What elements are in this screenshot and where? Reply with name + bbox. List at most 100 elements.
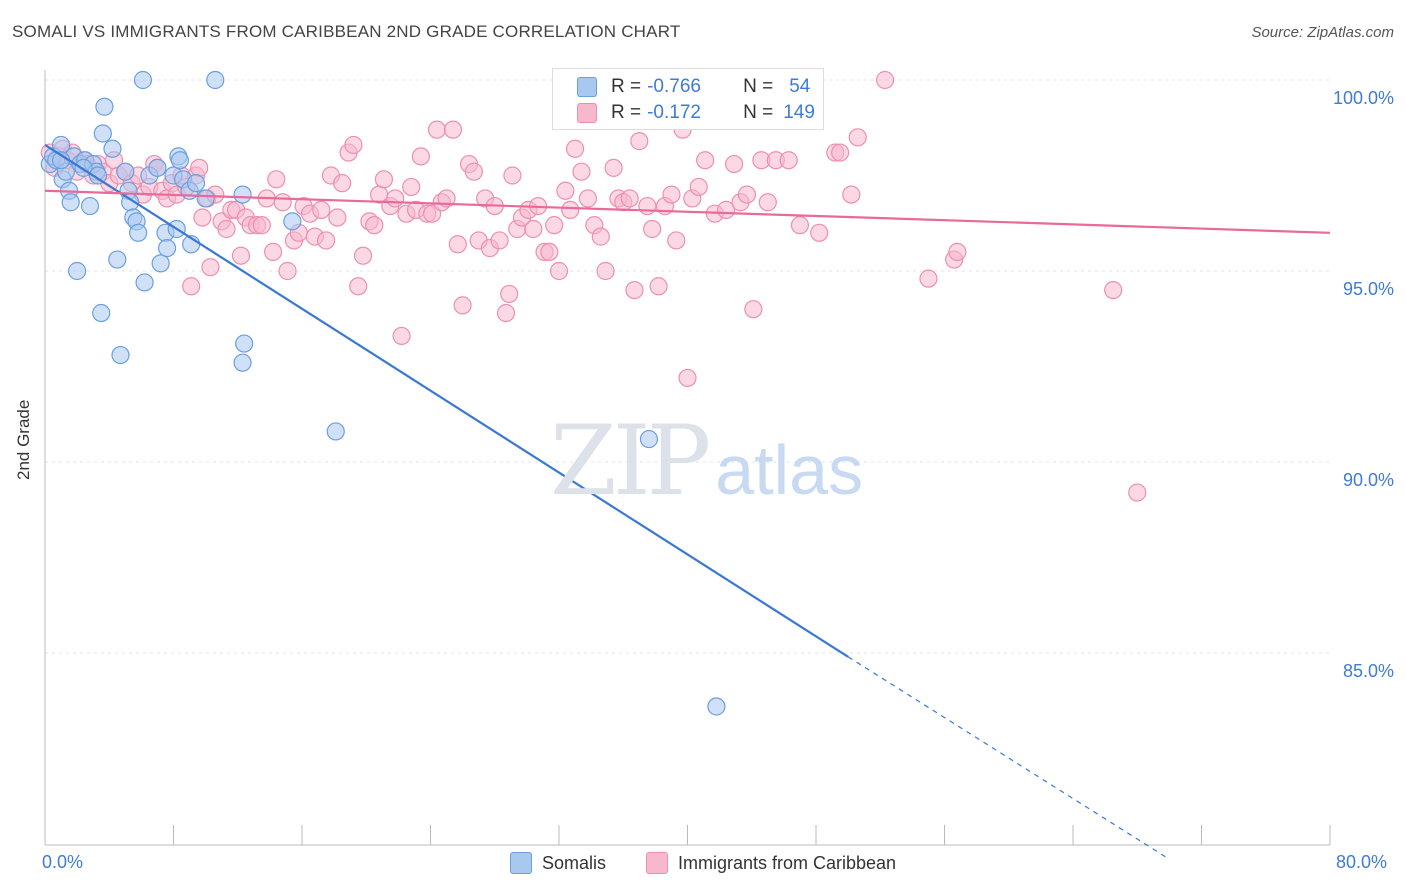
somali-point: [61, 193, 80, 212]
caribbean-point: [578, 189, 598, 208]
caribbean-point: [464, 162, 483, 181]
caribbean-point: [402, 177, 421, 197]
y-tick-label-85: 85.0%: [1342, 661, 1394, 681]
caribbean-point: [193, 208, 212, 227]
somali-point: [88, 166, 108, 185]
caribbean-point: [267, 170, 286, 189]
somali-point: [151, 254, 170, 273]
legend-item-caribbean: Immigrants from Caribbean: [645, 852, 897, 874]
caribbean-point: [549, 261, 569, 281]
caribbean-point: [724, 154, 744, 174]
somali-point: [707, 697, 726, 716]
legend-swatch-somalis: [509, 852, 532, 874]
caribbean-point: [448, 235, 467, 254]
caribbean-point: [572, 162, 591, 181]
caribbean-point: [411, 147, 430, 166]
caribbean-point: [328, 208, 347, 227]
caribbean-point: [810, 223, 829, 242]
caribbean-point: [545, 216, 564, 235]
caribbean-trend-line: [44, 189, 1331, 234]
caribbean-point: [596, 261, 615, 281]
caribbean-point: [591, 227, 610, 246]
somali-point: [92, 303, 111, 323]
somali-point: [95, 97, 114, 116]
caribbean-point: [374, 170, 394, 189]
caribbean-point: [830, 143, 850, 162]
caribbean-point: [312, 200, 331, 219]
y-tick-label-95: 95.0%: [1342, 279, 1394, 299]
caribbean-point: [689, 177, 708, 197]
caribbean-point: [217, 219, 236, 239]
caribbean-point: [779, 151, 798, 170]
caribbean-point: [643, 219, 662, 239]
somali-point: [235, 334, 254, 353]
somali-point: [116, 162, 135, 181]
legend-n-value: 54: [789, 76, 811, 97]
somali-trend-line-extension: [847, 656, 1170, 860]
caribbean-point: [182, 277, 201, 296]
somali-point: [326, 422, 345, 441]
somali-point: [170, 151, 190, 170]
caribbean-point: [365, 216, 384, 235]
caribbean-point: [344, 135, 363, 155]
somali-trend-line: [44, 144, 849, 658]
caribbean-point: [201, 258, 220, 277]
caribbean-point: [638, 196, 657, 216]
caribbean-point: [316, 231, 336, 250]
legend-label-somalis: Somalis: [541, 852, 606, 873]
caribbean-point: [503, 166, 522, 185]
caribbean-point: [875, 70, 895, 90]
legend-n-label: N =: [743, 102, 774, 123]
caribbean-point: [443, 120, 463, 139]
caribbean-point: [190, 158, 209, 177]
caribbean-point: [333, 174, 352, 193]
caribbean-point: [696, 151, 715, 170]
caribbean-point: [453, 296, 472, 315]
chart-source: Source: ZipAtlas.com: [1251, 24, 1394, 41]
somali-point: [206, 70, 225, 90]
caribbean-point: [561, 200, 580, 219]
caribbean-point: [737, 185, 757, 204]
caribbean-point: [758, 193, 777, 212]
caribbean-point: [625, 281, 644, 300]
caribbean-point: [273, 193, 292, 212]
caribbean-point: [1104, 281, 1123, 300]
caribbean-point: [349, 277, 368, 296]
series-legend: Somalis Immigrants from Caribbean: [0, 852, 1406, 874]
somali-point: [129, 223, 148, 242]
caribbean-point: [919, 269, 938, 288]
caribbean-point: [630, 132, 649, 151]
caribbean-point: [678, 368, 697, 388]
caribbean-point: [556, 181, 575, 200]
caribbean-point: [500, 284, 519, 304]
stats-legend: R = -0.766 N = 54 R = -0.172 N = 149: [552, 68, 824, 130]
caribbean-point: [565, 139, 585, 158]
caribbean-point: [948, 242, 967, 261]
somali-point: [186, 174, 206, 193]
x-tick-label-max: 80.0%: [1336, 852, 1388, 872]
y-axis-label: 2nd Grade: [14, 399, 33, 480]
somali-point: [283, 212, 302, 231]
chart-title: SOMALI VS IMMIGRANTS FROM CARIBBEAN 2ND …: [12, 22, 681, 41]
legend-r-value: -0.766: [647, 76, 701, 97]
caribbean-point: [490, 231, 509, 250]
caribbean-point: [667, 231, 686, 250]
caribbean-point: [386, 189, 405, 208]
legend-row-somalis: R = -0.766 N = 54: [577, 75, 810, 99]
legend-n-value: 149: [783, 102, 815, 123]
caribbean-point: [662, 185, 681, 204]
caribbean-point: [842, 185, 861, 204]
legend-label-caribbean: Immigrants from Caribbean: [677, 852, 897, 873]
somali-point: [148, 158, 167, 177]
caribbean-point: [620, 189, 639, 208]
caribbean-point: [496, 303, 516, 323]
legend-r-value: -0.172: [647, 102, 701, 123]
caribbean-point: [278, 261, 297, 281]
legend-swatch-caribbean: [645, 852, 668, 874]
caribbean-point: [392, 326, 411, 346]
caribbean-point: [263, 242, 283, 261]
y-tick-label-100: 100.0%: [1332, 88, 1394, 108]
somali-point: [157, 238, 177, 258]
caribbean-point: [848, 128, 867, 147]
